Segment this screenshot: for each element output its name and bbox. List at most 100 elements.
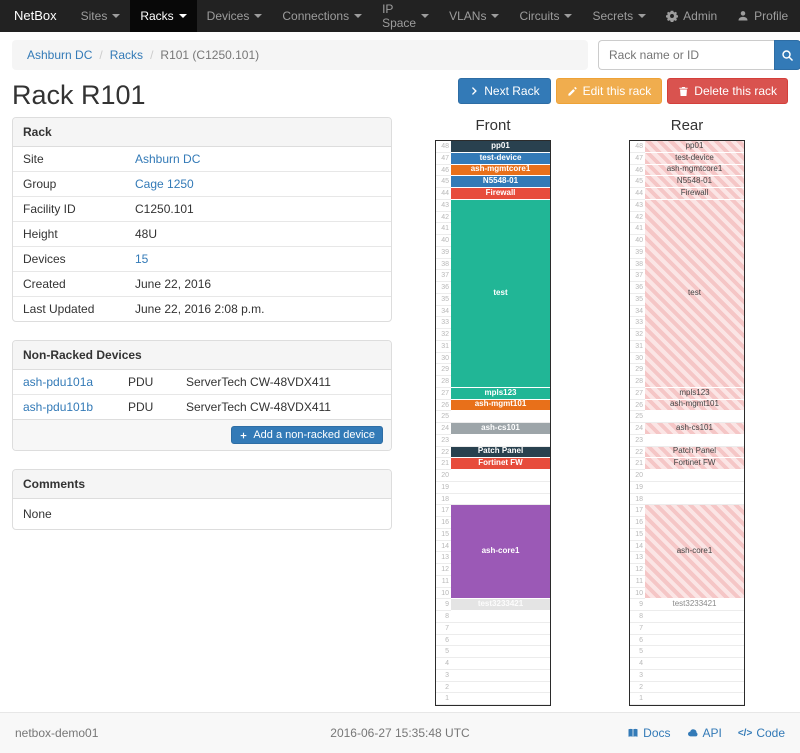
caret-down-icon [354,14,363,18]
non-racked-device-link[interactable]: ash-pdu101a [23,375,94,389]
nav-item-circuits[interactable]: Circuits [509,0,582,32]
unit-number: 12 [630,564,645,576]
unit-number: 3 [436,670,451,682]
rack-device-firewall[interactable]: Firewall [451,188,550,200]
rack-device-patch-panel[interactable]: Patch Panel [645,446,744,459]
rack-device-label: mpls123 [484,387,517,397]
attr-value-link[interactable]: 15 [135,252,149,266]
unit-number: 41 [436,223,451,235]
unit-number: 20 [630,470,645,482]
unit-number: 19 [436,482,451,494]
add-non-racked-device-button[interactable]: Add a non-racked device [231,426,383,444]
rack-device-ash-core1[interactable]: ash-core1 [645,505,744,600]
rack-device-patch-panel[interactable]: Patch Panel [451,446,550,459]
unit-number: 45 [630,176,645,188]
non-racked-row: ash-pdu101a PDU ServerTech CW-48VDX411 [13,370,391,395]
attr-value-link[interactable]: Ashburn DC [135,152,201,166]
nav-item-connections[interactable]: Connections [272,0,372,32]
unit-number: 8 [630,611,645,623]
non-racked-model-cell: ServerTech CW-48VDX411 [186,375,331,389]
rack-device-ash-mgmt101[interactable]: ash-mgmt101 [451,399,550,412]
rack-device-ash-mgmtcore1[interactable]: ash-mgmtcore1 [451,164,550,177]
rack-device-firewall[interactable]: Firewall [645,188,744,200]
rack-search-form [598,40,800,70]
next-rack-button[interactable]: Next Rack [458,78,551,104]
non-racked-device-link[interactable]: ash-pdu101b [23,400,94,414]
attr-value-link[interactable]: Cage 1250 [135,177,194,191]
nav-item-ip-space[interactable]: IP Space [372,0,439,32]
rack-device-n5548-01[interactable]: N5548-01 [645,176,744,188]
footer-link-api[interactable]: API [687,726,722,740]
unit-number: 10 [436,588,451,600]
nav-item-profile[interactable]: Profile [727,0,798,32]
footer-link-code[interactable]: </> Code [738,726,785,740]
rack-device-fortinet-fw[interactable]: Fortinet FW [451,458,550,470]
unit-number: 19 [630,482,645,494]
rack-device-label: ash-core1 [676,546,713,556]
nav-item-devices[interactable]: Devices [197,0,273,32]
caret-down-icon [421,14,430,18]
nav-item-label: Sites [80,9,108,23]
rack-device-pp01[interactable]: pp01 [451,141,550,153]
rack-rear-elevation: 48 47 46 45 44 43 42 41 40 39 38 37 36 35 34 33 32 31 30 29… [629,140,745,706]
rack-unit-empty [451,493,550,506]
unit-number: 1 [630,693,645,705]
rack-device-label: mpls123 [679,387,710,397]
rack-device-test-device[interactable]: test-device [645,152,744,165]
unit-number: 13 [630,552,645,564]
rack-device-ash-cs101[interactable]: ash-cs101 [451,423,550,435]
rack-device-fortinet-fw[interactable]: Fortinet FW [645,458,744,470]
unit-number: 43 [630,200,645,212]
rack-device-label: test3233421 [672,599,717,609]
unit-number: 29 [630,364,645,376]
rack-unit-empty [645,470,744,482]
non-racked-row: ash-pdu101b PDU ServerTech CW-48VDX411 [13,394,391,419]
rack-device-label: pp01 [491,141,510,150]
rack-device-pp01[interactable]: pp01 [645,141,744,153]
nav-item-vlans[interactable]: VLANs [439,0,509,32]
nav-item-secrets[interactable]: Secrets [582,0,656,32]
rack-device-ash-core1[interactable]: ash-core1 [451,505,550,600]
navbar-brand[interactable]: NetBox [14,8,57,23]
nav-item-label: VLANs [449,9,487,23]
footer-link-label: Code [756,726,785,740]
unit-number: 41 [630,223,645,235]
nav-item-sites[interactable]: Sites [71,0,131,32]
breadcrumb-row: Ashburn DC / Racks / R101 (C1250.101) [12,40,800,70]
rack-device-ash-mgmtcore1[interactable]: ash-mgmtcore1 [645,164,744,177]
rack-front-title: Front [475,117,511,134]
rack-device-test[interactable]: test [451,199,550,388]
search-input[interactable] [598,40,774,70]
rack-device-test[interactable]: test [645,199,744,388]
attr-row-facility-id: Facility ID C1250.101 [13,196,391,222]
nav-item-racks[interactable]: Racks [130,0,197,32]
rack-device-label: Patch Panel [672,446,717,456]
rack-device-mpls123[interactable]: mpls123 [645,387,744,400]
unit-number: 24 [630,423,645,435]
non-racked-name-cell: ash-pdu101b [13,394,118,419]
unit-number: 31 [630,341,645,353]
rack-device-label: ash-cs101 [676,423,713,432]
rack-device-ash-mgmt101[interactable]: ash-mgmt101 [645,399,744,412]
unit-number: 42 [630,212,645,224]
attr-value: 48U [125,221,391,247]
unit-number: 34 [630,306,645,318]
caret-down-icon [564,14,573,18]
attr-value: June 22, 2016 2:08 p.m. [125,296,391,321]
breadcrumb-item-racks[interactable]: Racks [109,48,144,62]
delete-rack-button[interactable]: Delete this rack [667,78,788,104]
rack-unit-numbers: 48 47 46 45 44 43 42 41 40 39 38 37 36 35 34 33 32 31 30 29… [630,141,645,705]
nav-item-label: Racks [140,9,174,23]
edit-rack-button[interactable]: Edit this rack [555,78,663,104]
search-button[interactable] [774,40,800,70]
footer-link-docs[interactable]: Docs [627,726,671,740]
breadcrumb-item-ashburn-dc[interactable]: Ashburn DC [27,48,93,62]
nav-item-admin[interactable]: Admin [656,0,727,32]
rack-device-ash-cs101[interactable]: ash-cs101 [645,423,744,435]
rack-device-label: ash-mgmtcore1 [470,164,531,174]
unit-number: 18 [630,494,645,506]
caret-down-icon [491,14,500,18]
rack-device-mpls123[interactable]: mpls123 [451,387,550,400]
rack-device-n5548-01[interactable]: N5548-01 [451,176,550,188]
rack-device-test-device[interactable]: test-device [451,152,550,165]
